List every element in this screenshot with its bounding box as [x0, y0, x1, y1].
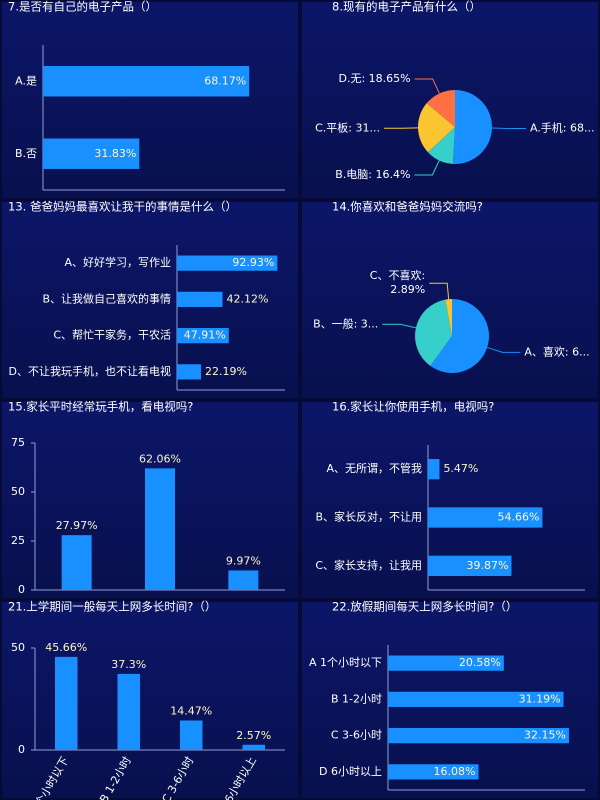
slice-label: A、喜欢: 6... [524, 344, 589, 358]
panel [2, 202, 298, 398]
category-label: B 1-2小时 [331, 692, 382, 705]
category-label: C、家长支持，让我用 [315, 558, 422, 572]
value-label: 68.17% [204, 74, 246, 87]
pie-slice [452, 90, 492, 164]
chart-title: 7.是否有自己的电子产品（） [8, 0, 157, 14]
value-label: 42.12% [226, 292, 268, 305]
panel [2, 602, 298, 798]
category-label: B、家长反对，不让用 [315, 510, 422, 524]
slice-label: B.电脑: 16.4% [335, 168, 410, 181]
chart-title: 8.现有的电子产品有什么（） [332, 0, 481, 14]
bar [117, 673, 140, 750]
category-label: A 1个小时以下 [309, 656, 382, 669]
value-label: 20.58% [459, 656, 501, 669]
value-label: 27.97% [56, 519, 98, 532]
slice-label: A.手机: 68... [530, 121, 595, 135]
value-label: 31.83% [94, 147, 136, 160]
value-label: 47.91% [184, 329, 226, 342]
bar [180, 720, 203, 750]
y-tick-label: 50 [11, 485, 25, 498]
bar [228, 570, 259, 590]
bar [388, 655, 504, 671]
value-label: 37.3% [111, 658, 146, 671]
category-label: B、让我做自己喜欢的事情 [42, 291, 171, 305]
chart-title: 15.家长平时经常玩手机，看电视吗? [8, 400, 193, 414]
leader-line [414, 160, 440, 176]
pie-slice [414, 299, 452, 366]
value-label: 32.15% [524, 729, 566, 742]
bar [177, 328, 229, 344]
y-tick-label: 25 [11, 534, 25, 547]
leader-line [414, 78, 440, 94]
bar [177, 255, 278, 271]
slice-label: D.无: 18.65% [339, 72, 411, 85]
chart-title: 21.上学期间一般每天上网多长时间?（） [8, 600, 216, 614]
slice-label: B、一般: 3... [313, 317, 378, 330]
value-label: 9.97% [226, 554, 261, 567]
slice-label: 2.89% [390, 283, 425, 296]
bar [43, 138, 140, 169]
pie-slice [430, 299, 490, 373]
value-label: 14.47% [170, 704, 212, 717]
slice-label: C、不喜欢: [370, 268, 425, 282]
pie-slice [445, 299, 452, 336]
bar [242, 744, 265, 750]
bar [428, 459, 440, 480]
value-label: 2.57% [236, 729, 271, 742]
category-label: C 3-6小时 [331, 729, 382, 742]
bar [388, 764, 479, 780]
category-label: A、好好学习，写作业 [64, 255, 171, 269]
value-label: 92.93% [232, 256, 274, 269]
leader-line [429, 282, 450, 300]
category-label: D 6小时以上 [319, 765, 382, 778]
bar [388, 728, 569, 744]
pie-slice [418, 103, 455, 153]
value-label: 39.87% [467, 559, 509, 572]
category-label: A.是 [15, 74, 37, 87]
bar [55, 656, 78, 750]
value-label: 31.19% [519, 692, 561, 705]
value-label: 45.66% [45, 641, 87, 654]
value-label: 54.66% [497, 511, 539, 524]
leader-line [487, 346, 521, 353]
chart-title: 13. 爸爸妈妈最喜欢让我干的事情是什么（） [8, 200, 237, 214]
chart-title: 22.放假期间每天上网多长时间?（） [332, 600, 517, 614]
slice-label: C.平板: 31... [315, 120, 380, 134]
leader-line [382, 323, 417, 329]
category-label: A、无所谓，不管我 [326, 461, 422, 475]
pie-slice [427, 127, 455, 164]
y-tick-label: 0 [18, 743, 25, 756]
category-label: D、不让我玩手机，也不让看电视 [9, 364, 171, 378]
bar [43, 66, 250, 97]
value-label: 22.19% [205, 365, 247, 378]
chart-title: 16.家长让你使用手机，电视吗? [332, 400, 494, 414]
bar [428, 555, 512, 576]
bar [177, 291, 223, 307]
bar [177, 364, 201, 380]
value-label: 5.47% [443, 462, 478, 475]
value-label: 62.06% [139, 452, 181, 465]
value-label: 16.08% [434, 765, 476, 778]
bar [388, 691, 564, 707]
chart-title: 14.你喜欢和爸爸妈妈交流吗? [332, 200, 483, 214]
y-tick-label: 50 [11, 641, 25, 654]
category-label: B.否 [15, 147, 37, 160]
y-tick-label: 0 [18, 583, 25, 596]
bar [145, 468, 175, 590]
category-label: C、帮忙干家务，干农活 [53, 328, 171, 342]
bar [428, 507, 543, 528]
bar [61, 535, 92, 590]
pie-slice [426, 90, 455, 127]
y-tick-label: 75 [11, 436, 25, 449]
